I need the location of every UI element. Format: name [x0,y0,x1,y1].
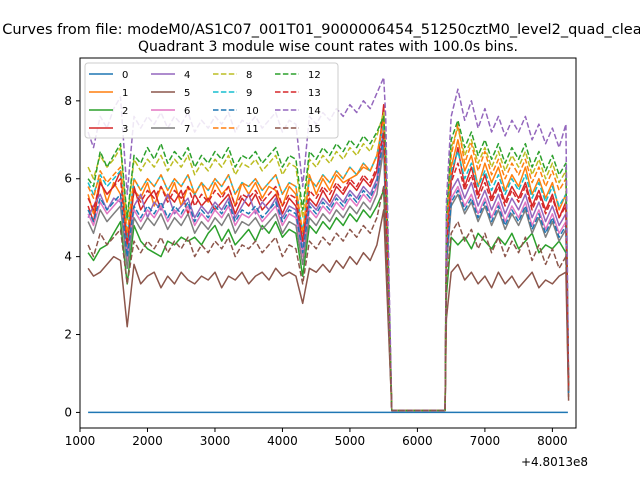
legend-label-10: 10 [246,106,259,117]
legend-label-9: 9 [246,88,252,99]
y-axis: 0 2 4 6 8 [64,94,80,419]
legend-label-1: 1 [122,88,128,99]
axes-frame [79,57,577,429]
y-tick-label: 0 [64,405,72,419]
series-line-8 [87,111,570,412]
legend-label-11: 11 [246,124,259,135]
x-axis: 1000 2000 3000 4000 5000 6000 7000 8000 [65,428,568,448]
legend-label-6: 6 [184,106,190,117]
legend-label-14: 14 [308,106,321,117]
legend-label-3: 3 [122,124,128,135]
series-line-13 [87,131,570,412]
series-line-7 [87,146,570,412]
legend-label-0: 0 [122,70,128,81]
series-line-10 [87,135,570,412]
x-tick-label: 1000 [65,434,96,448]
series-line-5 [87,209,570,412]
series-line-11 [87,119,570,412]
x-tick-label: 3000 [200,434,231,448]
x-tick-label: 4000 [267,434,298,448]
legend-label-8: 8 [246,70,252,81]
legend-label-2: 2 [122,106,128,117]
x-tick-label: 8000 [537,434,568,448]
chart-title: Quadrant 3 module wise count rates with … [138,39,518,55]
x-tick-label: 7000 [470,434,501,448]
legend-label-4: 4 [184,70,190,81]
legend-label-15: 15 [308,124,321,135]
x-offset-label: +4.8013e8 [521,455,588,469]
legend-label-13: 13 [308,88,321,99]
series-line-3 [87,103,570,412]
series-line-15 [87,185,570,412]
series-line-12 [87,115,570,412]
legend-label-12: 12 [308,70,321,81]
legend-box [84,62,339,139]
y-tick-label: 4 [64,250,72,264]
y-tick-label: 2 [64,328,72,342]
y-tick-label: 8 [64,94,72,108]
x-tick-label: 6000 [402,434,433,448]
series-line-9 [87,123,570,412]
figure-suptitle: Light Curves from file: modeM0/AS1C07_00… [0,22,640,38]
x-tick-label: 5000 [335,434,366,448]
legend-label-7: 7 [184,124,190,135]
x-tick-label: 2000 [132,434,163,448]
legend-label-5: 5 [184,88,190,99]
series-line-6 [87,139,570,412]
series-line-2 [87,189,570,412]
y-tick-label: 6 [64,172,72,186]
